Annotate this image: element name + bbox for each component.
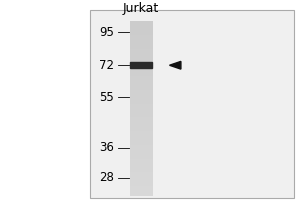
Text: Jurkat: Jurkat [123, 2, 159, 15]
Bar [90, 10, 294, 198]
Text: 55: 55 [99, 91, 114, 104]
Bar [130, 62, 152, 68]
Text: 28: 28 [99, 171, 114, 184]
Text: 72: 72 [99, 59, 114, 72]
Text: 95: 95 [99, 26, 114, 39]
Text: 36: 36 [99, 141, 114, 154]
Polygon shape [169, 61, 181, 69]
